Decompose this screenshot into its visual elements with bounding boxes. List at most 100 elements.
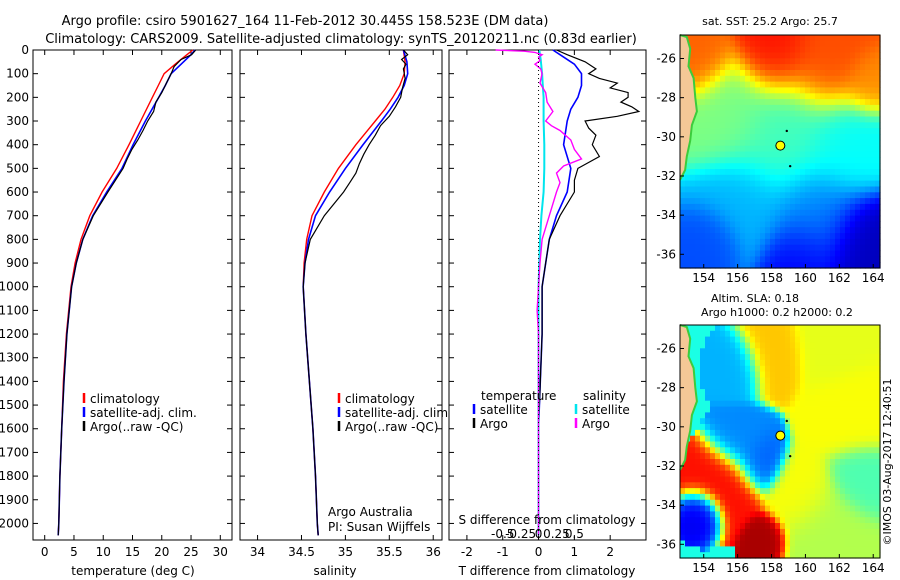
g-sla-cell bbox=[760, 447, 766, 454]
g-sla-cell bbox=[720, 377, 726, 384]
g-sla-cell bbox=[815, 523, 821, 530]
g-sla-cell bbox=[850, 464, 856, 472]
g-sst-cell bbox=[755, 52, 761, 59]
g-sla-cell bbox=[845, 499, 851, 507]
sst-map-title: sat. SST: 25.2 Argo: 25.7 bbox=[702, 15, 838, 28]
g-sst-cell bbox=[810, 192, 816, 199]
g-sla-cell bbox=[720, 365, 726, 373]
g-sst-xtick-label: 160 bbox=[794, 271, 817, 285]
g-sla-cell bbox=[690, 441, 696, 448]
g-sla-cell bbox=[720, 371, 726, 378]
g-sst-cell bbox=[730, 52, 736, 59]
g-sst-cell bbox=[795, 221, 801, 228]
g-sst-cell bbox=[765, 151, 771, 158]
g-sst-cell bbox=[755, 75, 761, 83]
g-sla-cell bbox=[785, 394, 791, 402]
g-sst-cell bbox=[875, 250, 881, 257]
g-sst-cell bbox=[800, 116, 806, 123]
g-sla-cell bbox=[820, 470, 826, 477]
g-sla-cell bbox=[740, 371, 746, 378]
g-sla-cell bbox=[875, 406, 881, 413]
g-sla-cell bbox=[825, 505, 831, 512]
g-sst-cell bbox=[695, 227, 701, 234]
g-sla-cell bbox=[860, 424, 866, 431]
g-sla-cell bbox=[875, 464, 881, 472]
g-sst-cell bbox=[750, 198, 756, 205]
g-sst-cell bbox=[765, 203, 771, 211]
g-sst-cell bbox=[755, 87, 761, 94]
g-sst-cell bbox=[850, 145, 856, 153]
g-sst-cell bbox=[715, 46, 721, 53]
g-sla-cell bbox=[745, 389, 751, 396]
g-sst-cell bbox=[855, 186, 861, 193]
g-sst-cell bbox=[790, 209, 796, 217]
g-sst-cell bbox=[700, 227, 706, 234]
g-sst-cell bbox=[770, 70, 776, 77]
g-sst-cell bbox=[730, 40, 736, 48]
g-sst-cell bbox=[770, 244, 776, 252]
g-sst-cell bbox=[700, 151, 706, 158]
g-sst-cell bbox=[755, 145, 761, 153]
g-sst-cell bbox=[755, 104, 761, 112]
g-sst-cell bbox=[770, 35, 776, 42]
g-sst-cell bbox=[775, 134, 781, 141]
g-sst-cell bbox=[830, 46, 836, 53]
g-sst-cell bbox=[805, 46, 811, 53]
g-sla-cell bbox=[690, 523, 696, 530]
g-sla-cell bbox=[835, 546, 841, 553]
g-sla-cell bbox=[775, 412, 781, 419]
g-sst-cell bbox=[850, 262, 856, 269]
g-sst-cell bbox=[775, 35, 781, 42]
g-sst-cell bbox=[695, 169, 701, 176]
g-sst-cell bbox=[730, 157, 736, 164]
g-sla-cell bbox=[700, 453, 706, 460]
g-sst-cell bbox=[840, 116, 846, 123]
g-sst-cell bbox=[730, 134, 736, 141]
g-sst-cell bbox=[705, 64, 711, 71]
g-sla-cell bbox=[700, 424, 706, 431]
g-sst-cell bbox=[820, 192, 826, 199]
g-sst-frame bbox=[679, 34, 881, 269]
g-sst-cell bbox=[805, 198, 811, 205]
g-sla-cell bbox=[800, 464, 806, 472]
g-sla-cell bbox=[770, 418, 776, 425]
g-sst-cell bbox=[740, 180, 746, 187]
g-sla-cell bbox=[690, 552, 696, 559]
g-sst-cell bbox=[860, 46, 866, 53]
g-sst-cell bbox=[705, 116, 711, 123]
g-sla-cell bbox=[730, 482, 736, 489]
g-sst-cell bbox=[745, 227, 751, 234]
g-sst-cell bbox=[725, 35, 731, 42]
g-sst-cell bbox=[745, 169, 751, 176]
depth-tick-label: 0 bbox=[21, 43, 29, 57]
g-sla-cell bbox=[705, 389, 711, 396]
g-sla-cell bbox=[855, 406, 861, 413]
g-sla-cell bbox=[735, 470, 741, 477]
g-sla-cell bbox=[700, 354, 706, 361]
g-sla-cell bbox=[805, 464, 811, 472]
g-sst-cell bbox=[860, 35, 866, 42]
g-sst-cell bbox=[805, 244, 811, 252]
g-sla-cell bbox=[865, 552, 871, 559]
g-sst-cell bbox=[845, 145, 851, 153]
g-sla-cell bbox=[680, 470, 686, 477]
g-sla-cell bbox=[855, 330, 861, 338]
g-sst-cell bbox=[825, 64, 831, 71]
g-sla-cell bbox=[875, 459, 881, 466]
g-sst-cell bbox=[725, 87, 731, 94]
g-sla-cell bbox=[715, 441, 721, 448]
g-sst-cell bbox=[695, 35, 701, 42]
g-sst-cell bbox=[780, 250, 786, 257]
g-sla-cell bbox=[700, 389, 706, 396]
g-sla-cell bbox=[780, 342, 786, 349]
g-sla-cell bbox=[725, 389, 731, 396]
g-sst-cell bbox=[800, 134, 806, 141]
g-sla-cell bbox=[785, 330, 791, 338]
g-sla-cell bbox=[765, 459, 771, 466]
g-sla-cell bbox=[875, 552, 881, 559]
g-sst-cell bbox=[740, 52, 746, 59]
g-sst-cell bbox=[750, 174, 756, 182]
g-sst-cell bbox=[685, 221, 691, 228]
g-sla-cell bbox=[825, 534, 831, 542]
g-sst-cell bbox=[740, 70, 746, 77]
